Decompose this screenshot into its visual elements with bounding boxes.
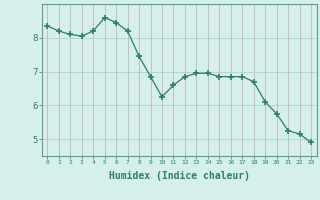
X-axis label: Humidex (Indice chaleur): Humidex (Indice chaleur) bbox=[109, 171, 250, 181]
